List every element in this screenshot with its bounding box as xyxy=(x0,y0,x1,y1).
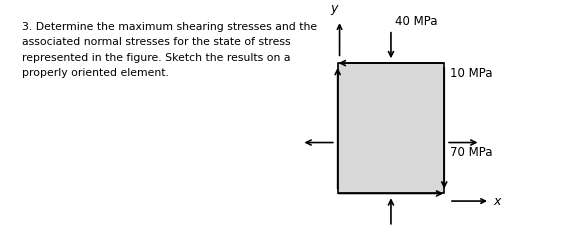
Text: y: y xyxy=(331,3,338,15)
Text: 40 MPa: 40 MPa xyxy=(395,15,437,28)
Text: 10 MPa: 10 MPa xyxy=(450,67,493,80)
Text: x: x xyxy=(494,195,501,208)
Text: properly oriented element.: properly oriented element. xyxy=(22,68,168,78)
Text: associated normal stresses for the state of stress: associated normal stresses for the state… xyxy=(22,37,290,47)
Text: 3. Determine the maximum shearing stresses and the: 3. Determine the maximum shearing stress… xyxy=(22,22,317,32)
Text: 70 MPa: 70 MPa xyxy=(450,146,493,159)
Text: represented in the figure. Sketch the results on a: represented in the figure. Sketch the re… xyxy=(22,53,290,63)
Bar xyxy=(338,63,444,193)
